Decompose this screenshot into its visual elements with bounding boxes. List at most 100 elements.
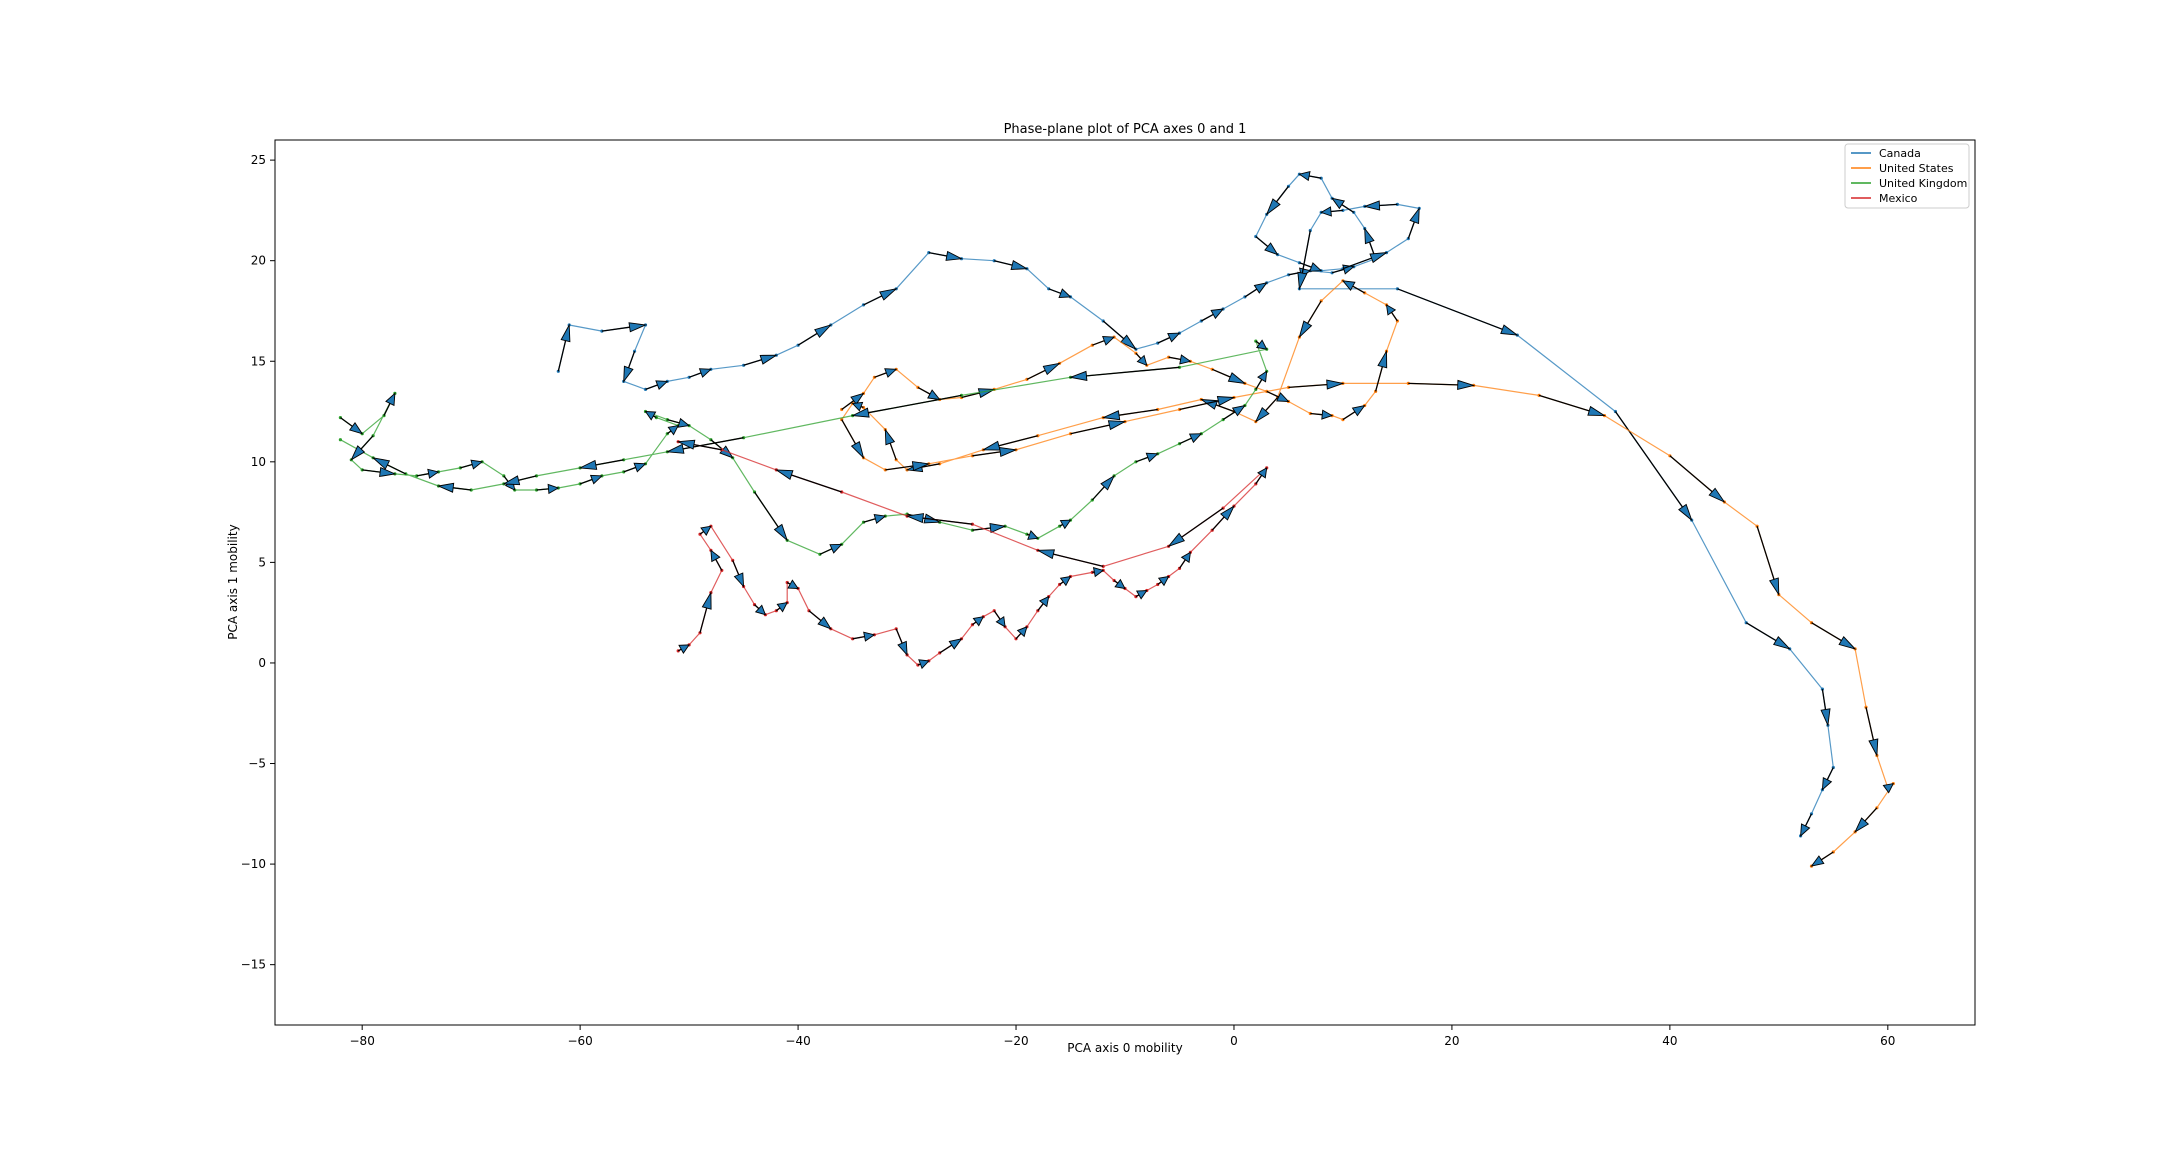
arrow-shaft: [1301, 230, 1311, 274]
arrow-head: [999, 446, 1018, 458]
direction-arrow-canada: [645, 380, 669, 391]
arrow-head: [774, 469, 794, 481]
arrow-shaft: [1222, 411, 1236, 421]
arrow-shaft: [972, 527, 991, 531]
arrow-head: [1587, 405, 1607, 417]
direction-arrow-canada: [1363, 200, 1398, 211]
direction-arrow-united-states: [1341, 280, 1366, 294]
arrow-head: [1500, 324, 1519, 336]
arrow-shaft: [1118, 408, 1158, 416]
arrow-head: [1167, 332, 1181, 343]
arrow-head: [851, 401, 864, 412]
x-tick-label: −20: [1003, 1034, 1028, 1048]
arrow-head: [995, 616, 1006, 628]
arrow-head: [945, 250, 964, 261]
arrow-shaft: [1374, 366, 1384, 392]
arrow-shaft: [627, 350, 636, 369]
legend-label-united-states: United States: [1879, 162, 1954, 175]
direction-arrow-canada: [1331, 197, 1355, 213]
direction-arrow-united-states: [1669, 455, 1726, 504]
direction-arrow-canada: [928, 250, 964, 261]
direction-arrow-united-states: [1882, 782, 1895, 794]
direction-arrow-canada: [1299, 262, 1323, 272]
direction-arrow-united-states: [851, 401, 864, 412]
arrow-shaft: [1244, 288, 1258, 298]
direction-arrow-united-states: [981, 435, 1038, 451]
arrow-head: [981, 440, 1001, 451]
arrow-head: [879, 288, 898, 301]
direction-arrow-canada: [1397, 288, 1519, 336]
arrow-head: [911, 461, 931, 472]
arrow-head: [1309, 262, 1323, 272]
arrow-shaft: [1811, 622, 1842, 642]
arrow-head: [1016, 626, 1028, 638]
arrow-shaft: [1053, 553, 1104, 568]
arrow-shaft: [1168, 356, 1181, 361]
x-tick-label: −60: [567, 1034, 592, 1048]
direction-arrow-united-kingdom: [536, 483, 560, 495]
series-canada: [556, 170, 1835, 838]
arrow-head: [1264, 242, 1279, 256]
series-united-states: [840, 279, 1895, 868]
direction-arrow-united-kingdom: [1255, 370, 1268, 390]
direction-arrow-united-states: [1538, 394, 1607, 417]
arrow-shaft: [1179, 437, 1192, 445]
arrow-shaft: [917, 386, 931, 395]
arrow-head: [989, 522, 1007, 534]
series-line-united-kingdom: [340, 340, 1268, 555]
arrow-shaft: [601, 326, 630, 332]
arrow-shaft: [1135, 456, 1149, 463]
arrow-head: [1321, 409, 1334, 420]
arrow-head: [700, 525, 712, 536]
arrow-shaft: [819, 548, 833, 555]
direction-arrow-united-kingdom: [350, 435, 374, 461]
arrow-shaft: [1310, 412, 1323, 416]
direction-arrow-mexico: [1178, 551, 1191, 569]
direction-arrow-united-kingdom: [436, 482, 472, 493]
direction-arrow-canada: [1614, 411, 1693, 522]
x-axis-label: PCA axis 0 mobility: [1067, 1041, 1182, 1055]
series-mexico: [676, 439, 1269, 670]
arrow-head: [1100, 474, 1116, 491]
arrow-shaft: [961, 392, 980, 399]
arrow-shaft: [998, 435, 1038, 447]
direction-arrow-mexico: [1036, 549, 1104, 568]
arrow-head: [1254, 406, 1270, 423]
arrow-head: [927, 389, 941, 401]
direction-arrow-united-states: [1408, 379, 1476, 390]
arrow-head: [1363, 200, 1381, 211]
arrow-shaft: [797, 332, 818, 346]
arrow-shaft: [340, 417, 353, 427]
arrow-head: [385, 392, 396, 407]
arrow-shaft: [1026, 369, 1046, 380]
arrow-shaft: [710, 439, 724, 451]
arrow-head: [884, 368, 898, 378]
legend-label-mexico: Mexico: [1879, 192, 1918, 205]
arrow-shaft: [1092, 340, 1105, 346]
direction-arrow-united-states: [1101, 408, 1158, 421]
arrow-head: [1820, 708, 1831, 727]
arrow-head: [1297, 271, 1308, 291]
y-tick-label: 25: [251, 153, 266, 167]
arrow-head: [905, 513, 925, 524]
arrow-head: [1409, 206, 1420, 225]
arrow-shaft: [1407, 221, 1415, 239]
arrow-head: [1377, 349, 1388, 369]
direction-arrow-mexico: [1059, 575, 1072, 587]
direction-arrow-united-kingdom: [972, 522, 1007, 534]
legend-label-canada: Canada: [1879, 147, 1921, 160]
direction-arrow-united-states: [841, 419, 865, 460]
direction-arrow-mexico: [905, 513, 973, 525]
direction-arrow-mexico: [677, 644, 690, 654]
arrow-head: [1768, 577, 1780, 597]
arrow-head: [655, 380, 669, 390]
direction-arrow-united-kingdom: [416, 468, 440, 479]
arrow-head: [1058, 288, 1072, 298]
x-axis: −80 −60 −40 −20 0 20 40 60: [350, 1025, 1895, 1048]
arrow-shaft: [416, 473, 429, 477]
direction-arrow-mexico: [699, 525, 712, 536]
arrow-head: [1385, 304, 1397, 316]
arrow-shaft: [595, 459, 624, 466]
direction-arrow-mexico: [1157, 575, 1170, 587]
arrow-shaft: [1342, 257, 1372, 270]
